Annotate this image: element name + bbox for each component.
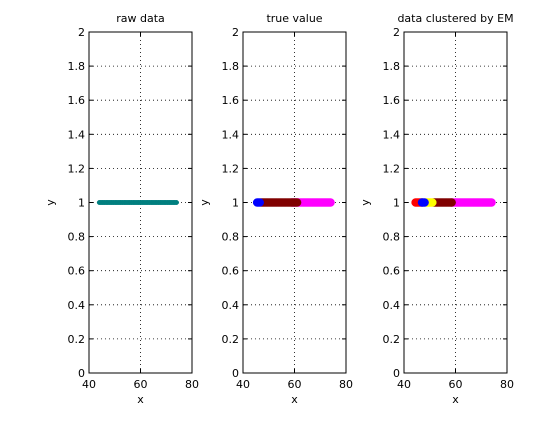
series-5 [417, 198, 429, 207]
x-tick-label: 80 [185, 378, 199, 391]
x-tick-label: 40 [397, 378, 411, 391]
y-tick-label: 2 [393, 26, 400, 39]
x-axis-label: x [137, 393, 144, 406]
data-point [487, 198, 496, 207]
y-tick-label: 0.8 [383, 231, 401, 244]
x-axis-label: x [291, 393, 298, 406]
data-point [420, 198, 429, 207]
y-tick-label: 1.8 [68, 60, 86, 73]
y-tick-label: 0 [78, 367, 85, 380]
y-tick-label: 1.2 [68, 162, 86, 175]
y-tick-label: 1.6 [383, 94, 401, 107]
data-point [174, 200, 180, 205]
data-point [447, 198, 456, 207]
x-axis-label: x [452, 393, 459, 406]
y-tick-label: 0.6 [68, 265, 86, 278]
data-point [428, 198, 437, 207]
y-tick-label: 1 [232, 197, 239, 210]
chart-title: raw data [116, 12, 165, 25]
y-tick-label: 1.8 [222, 60, 240, 73]
subplot-2: 40 60 80 0 0.2 0.4 0.6 0.8 1 1.2 1.4 1.6 1.8 2 true va… [198, 12, 353, 406]
x-tick-label: 40 [82, 378, 96, 391]
y-tick-label: 2 [232, 26, 239, 39]
x-tick-label: 40 [236, 378, 250, 391]
y-tick-label: 1.2 [383, 162, 401, 175]
y-tick-label: 1.6 [222, 94, 240, 107]
y-tick-label: 0.6 [222, 265, 240, 278]
y-tick-label: 0.4 [383, 299, 401, 312]
x-tick-label: 60 [134, 378, 148, 391]
chart-title: data clustered by EM [397, 12, 513, 25]
series-1 [96, 200, 180, 205]
y-tick-label: 1 [78, 197, 85, 210]
x-tick-label: 60 [288, 378, 302, 391]
y-tick-label: 1.4 [222, 128, 240, 141]
y-tick-label: 0 [232, 367, 239, 380]
y-axis-label: y [359, 199, 372, 206]
y-tick-label: 1.8 [383, 60, 401, 73]
data-point [255, 198, 264, 207]
y-tick-label: 0.8 [68, 231, 86, 244]
x-tick-label: 60 [449, 378, 463, 391]
x-tick-label: 80 [339, 378, 353, 391]
y-tick-label: 0 [393, 367, 400, 380]
y-tick-label: 0.2 [68, 333, 86, 346]
y-tick-label: 0.2 [383, 333, 401, 346]
y-tick-label: 0.8 [222, 231, 240, 244]
y-tick-label: 1.6 [68, 94, 86, 107]
data-point [292, 198, 302, 207]
y-tick-label: 1 [393, 197, 400, 210]
data-point [326, 198, 335, 207]
y-tick-label: 2 [78, 26, 85, 39]
y-tick-label: 1.2 [222, 162, 240, 175]
y-tick-label: 1.4 [383, 128, 401, 141]
y-tick-label: 0.4 [68, 299, 86, 312]
x-tick-label: 80 [500, 378, 514, 391]
subplots: 40 60 80 0 0.2 0.4 0.6 0.8 1 1.2 1.4 1.6 1.8 2 raw dat… [44, 12, 514, 406]
y-tick-label: 1.4 [68, 128, 86, 141]
y-axis-label: y [44, 199, 57, 206]
subplot-1: 40 60 80 0 0.2 0.4 0.6 0.8 1 1.2 1.4 1.6 1.8 2 raw dat… [44, 12, 199, 406]
chart-title: true value [266, 12, 322, 25]
series-3 [252, 198, 264, 207]
y-axis-label: y [198, 199, 211, 206]
y-tick-label: 0.2 [222, 333, 240, 346]
y-tick-label: 0.6 [383, 265, 401, 278]
y-tick-label: 0.4 [222, 299, 240, 312]
